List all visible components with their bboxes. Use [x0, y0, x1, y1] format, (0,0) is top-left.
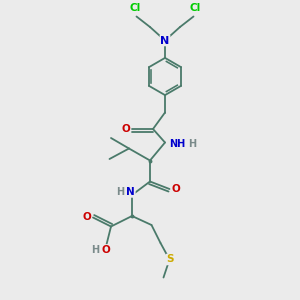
Text: N: N — [160, 35, 169, 46]
Text: H: H — [116, 187, 125, 197]
Text: N: N — [126, 187, 135, 197]
Text: Cl: Cl — [129, 3, 141, 13]
Text: Cl: Cl — [189, 3, 201, 13]
Text: O: O — [82, 212, 91, 223]
Text: H: H — [91, 245, 99, 255]
Text: H: H — [188, 139, 197, 149]
Text: O: O — [172, 184, 181, 194]
Text: S: S — [166, 254, 174, 265]
Text: NH: NH — [169, 139, 186, 149]
Text: O: O — [101, 245, 110, 255]
Text: O: O — [121, 124, 130, 134]
